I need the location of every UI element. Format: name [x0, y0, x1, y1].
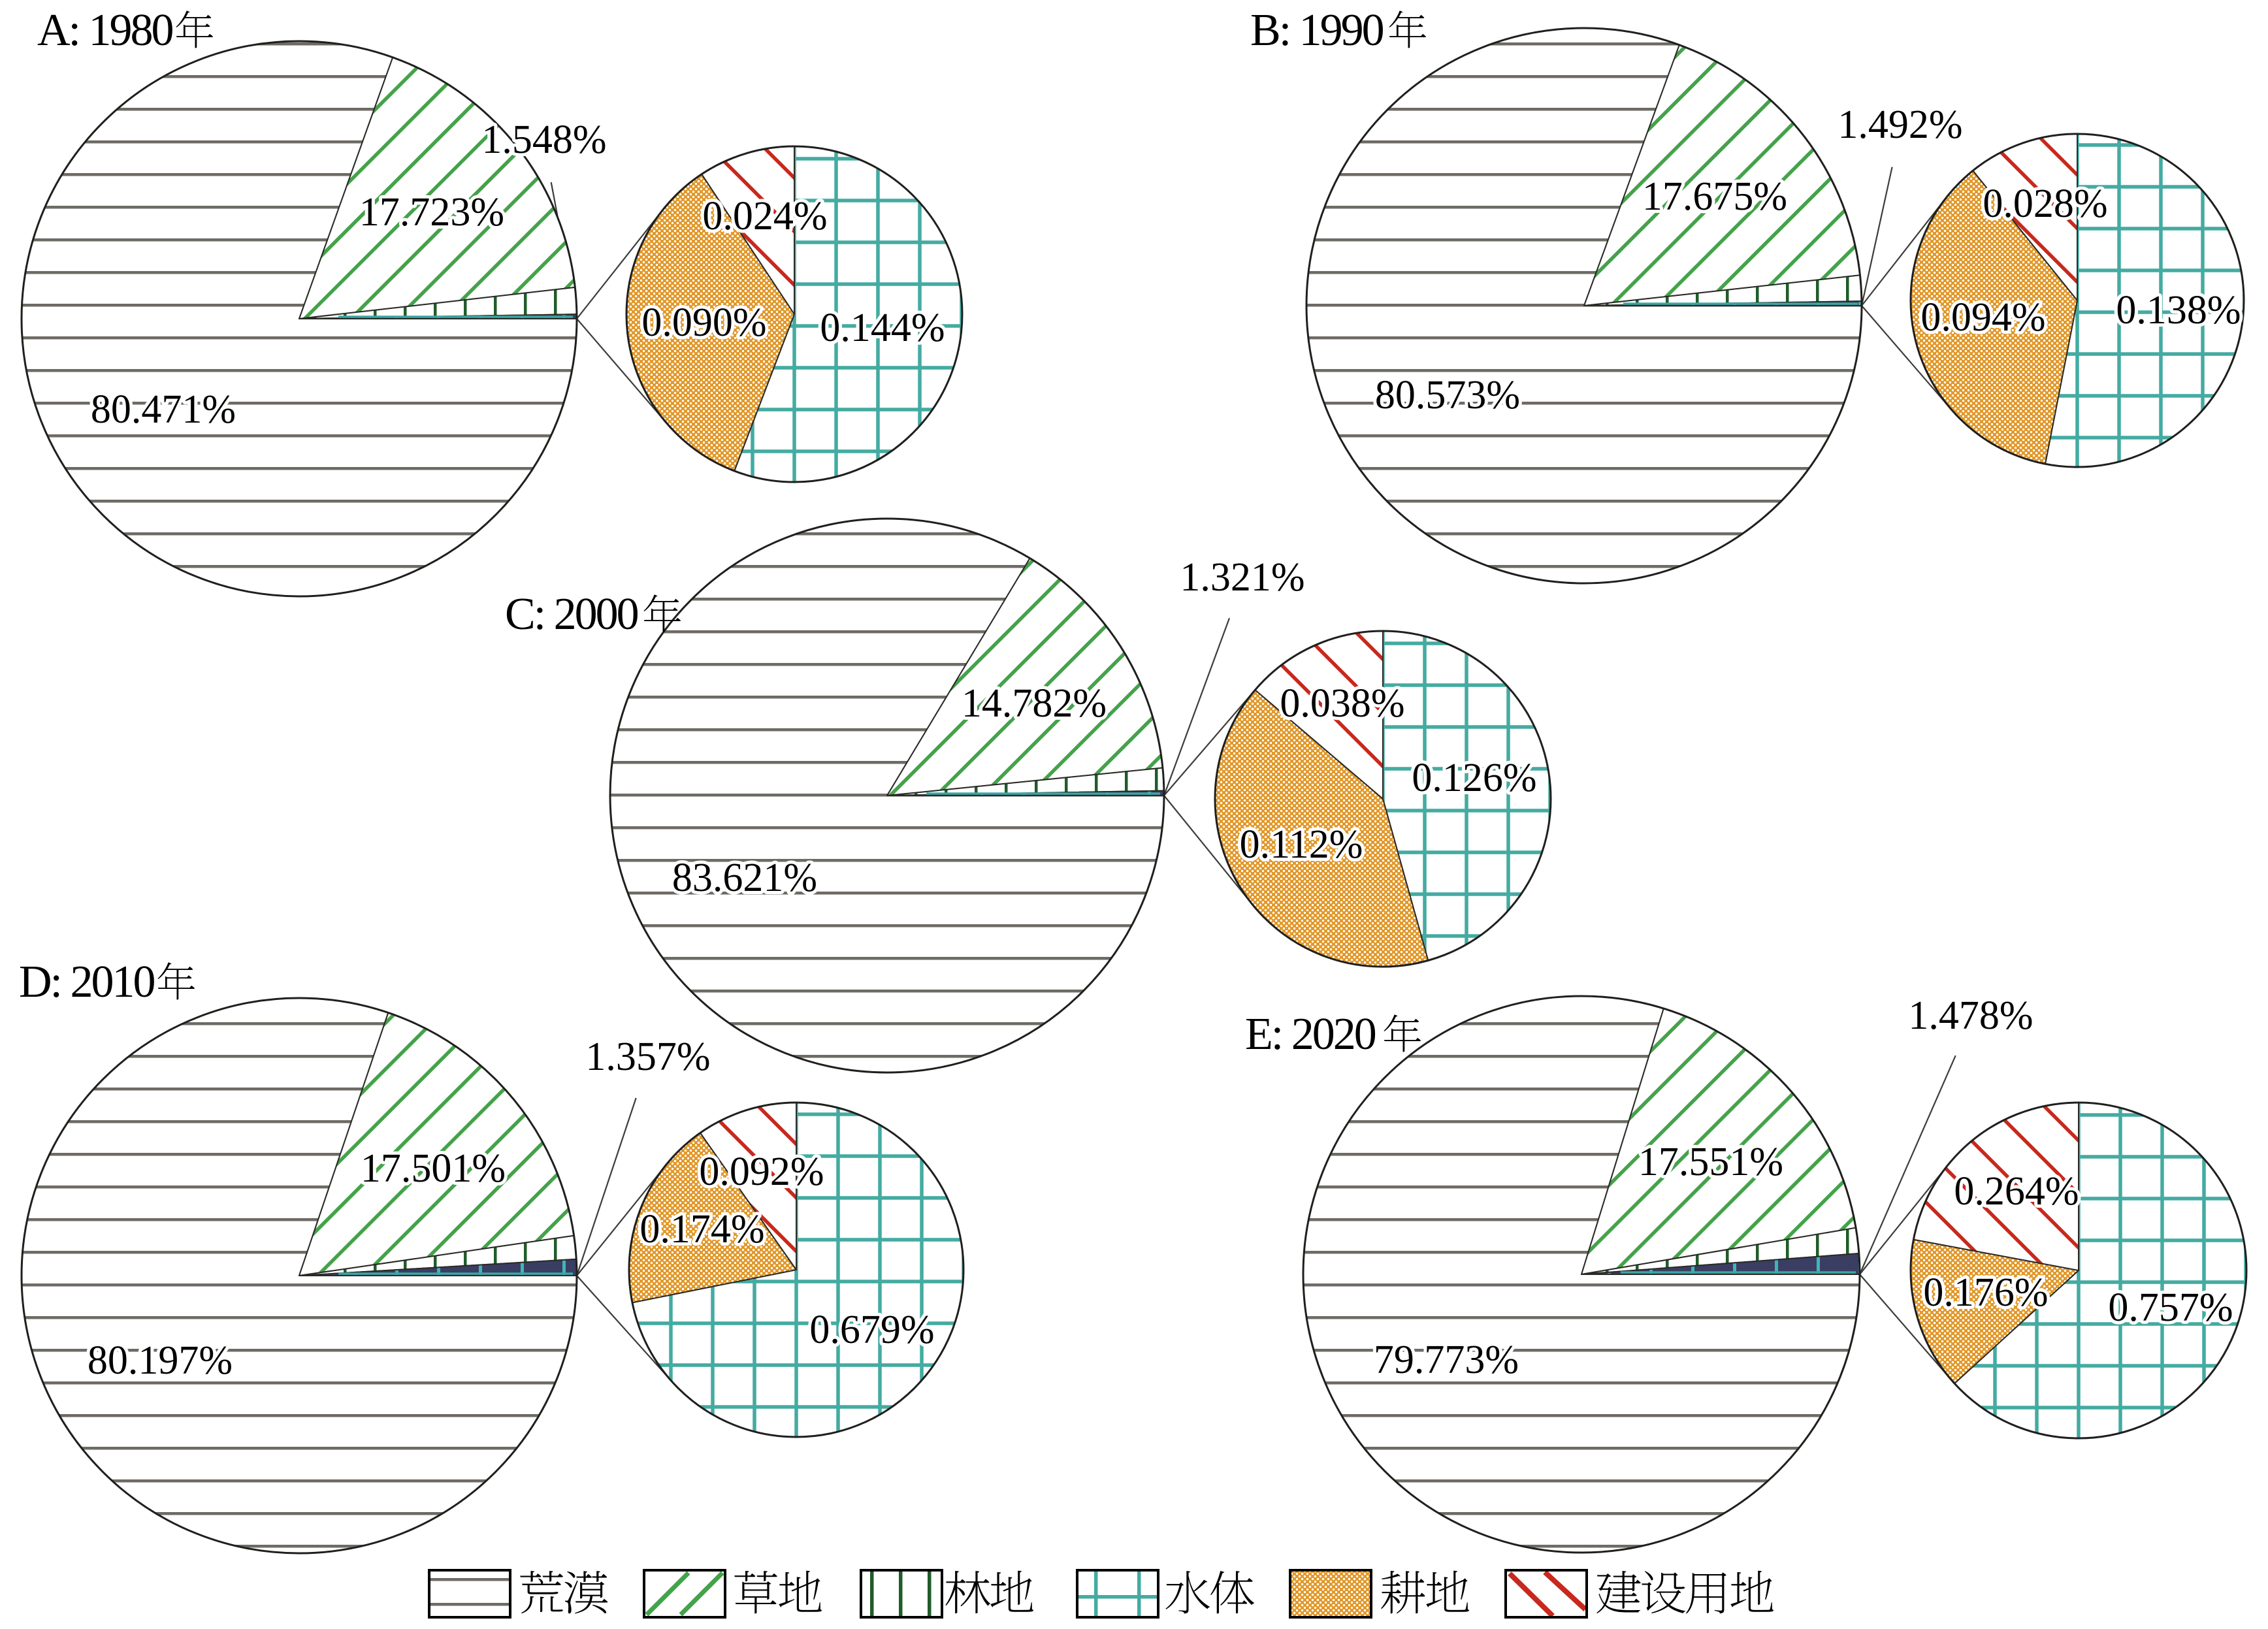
svg-text:79.773%: 79.773% [1374, 1338, 1519, 1382]
svg-text:0.679%: 0.679% [809, 1308, 934, 1352]
svg-text:80.573%: 80.573% [1375, 373, 1520, 417]
svg-text:0.264%: 0.264% [1954, 1169, 2079, 1214]
svg-text:0.094%: 0.094% [1920, 295, 2045, 340]
svg-text:80.197%: 80.197% [88, 1338, 233, 1383]
svg-text:0.126%: 0.126% [1412, 756, 1536, 800]
svg-text:0.090%: 0.090% [641, 300, 766, 345]
svg-text:0.144%: 0.144% [820, 306, 945, 350]
svg-text:17.675%: 17.675% [1642, 174, 1787, 219]
svg-text:0.092%: 0.092% [699, 1150, 824, 1194]
svg-text:C: 2000: C: 2000 [505, 589, 638, 639]
svg-text:17.501%: 17.501% [361, 1146, 506, 1191]
svg-text:0.112%: 0.112% [1240, 822, 1363, 867]
svg-text:0.138%: 0.138% [2116, 288, 2241, 332]
svg-text:1.321%: 1.321% [1180, 555, 1304, 600]
svg-text:14.782%: 14.782% [962, 681, 1107, 726]
svg-text:17.551%: 17.551% [1638, 1140, 1783, 1184]
svg-text:1.357%: 1.357% [585, 1035, 710, 1079]
svg-text:E: 2020: E: 2020 [1245, 1009, 1376, 1059]
svg-text:0.176%: 0.176% [1923, 1270, 2048, 1315]
svg-text:1.478%: 1.478% [1908, 993, 2033, 1038]
svg-text:0.028%: 0.028% [1983, 182, 2107, 226]
svg-text:83.621%: 83.621% [672, 856, 817, 900]
svg-text:0.757%: 0.757% [2108, 1285, 2233, 1330]
svg-text:80.471%: 80.471% [91, 387, 236, 432]
svg-text:0.174%: 0.174% [640, 1207, 764, 1251]
svg-text:D: 2010: D: 2010 [19, 957, 155, 1007]
svg-text:0.024%: 0.024% [702, 194, 827, 238]
svg-text:B: 1990: B: 1990 [1250, 5, 1384, 56]
svg-text:A: 1980: A: 1980 [37, 5, 173, 56]
svg-text:0.038%: 0.038% [1280, 681, 1404, 726]
svg-text:1.548%: 1.548% [481, 118, 606, 162]
svg-text:1.492%: 1.492% [1838, 103, 1962, 147]
svg-text:17.723%: 17.723% [359, 190, 504, 234]
